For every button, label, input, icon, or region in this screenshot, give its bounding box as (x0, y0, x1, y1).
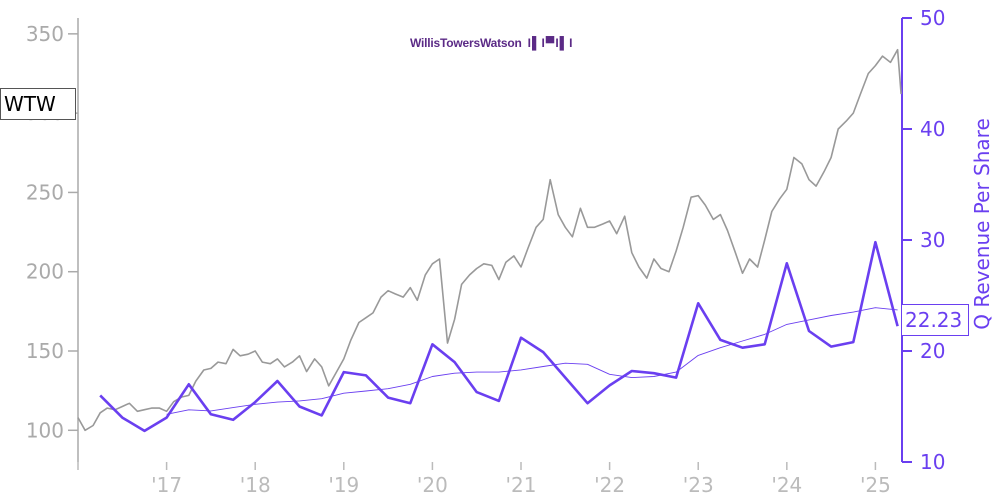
right-tick-label: 20 (920, 339, 945, 363)
x-tick-label: '18 (240, 473, 271, 497)
right-tick-label: 30 (920, 228, 945, 252)
x-tick-label: '25 (860, 473, 891, 497)
ticker-label: WTW (0, 88, 76, 120)
left-tick-label: 100 (26, 418, 64, 442)
last-value-label: 22.23 (901, 304, 969, 336)
x-tick-label: '20 (417, 473, 448, 497)
x-tick-label: '23 (683, 473, 714, 497)
left-tick-label: 250 (26, 180, 64, 204)
revenue-line (99, 240, 899, 433)
company-logo: WillisTowersWatson I▌I▀I▌I (410, 36, 573, 50)
x-tick-label: '21 (506, 473, 537, 497)
series-layer (77, 48, 902, 433)
price-line (77, 48, 902, 432)
left-axis: 100150200250300350 (26, 18, 79, 462)
logo-mark: I▌I▀I▌I (527, 36, 574, 50)
right-tick-label: 50 (920, 6, 945, 30)
logo-text: WillisTowersWatson (410, 36, 522, 50)
right-axis-label: Q Revenue Per Share (970, 118, 994, 330)
right-tick-label: 40 (920, 117, 945, 141)
revenue-average-line (166, 307, 898, 415)
x-tick-label: '24 (771, 473, 802, 497)
x-axis: '17 '18 '19 '20 '21 '22 '23 '24 '25 (77, 462, 891, 497)
left-tick-label: 200 (26, 260, 64, 284)
left-tick-label: 350 (26, 22, 64, 46)
x-tick-label: '22 (594, 473, 625, 497)
left-tick-label: 150 (26, 339, 64, 363)
right-axis: 10 20 30 40 50 (901, 6, 945, 474)
right-tick-label: 10 (920, 450, 945, 474)
x-tick-label: '19 (328, 473, 359, 497)
x-tick-label: '17 (151, 473, 182, 497)
